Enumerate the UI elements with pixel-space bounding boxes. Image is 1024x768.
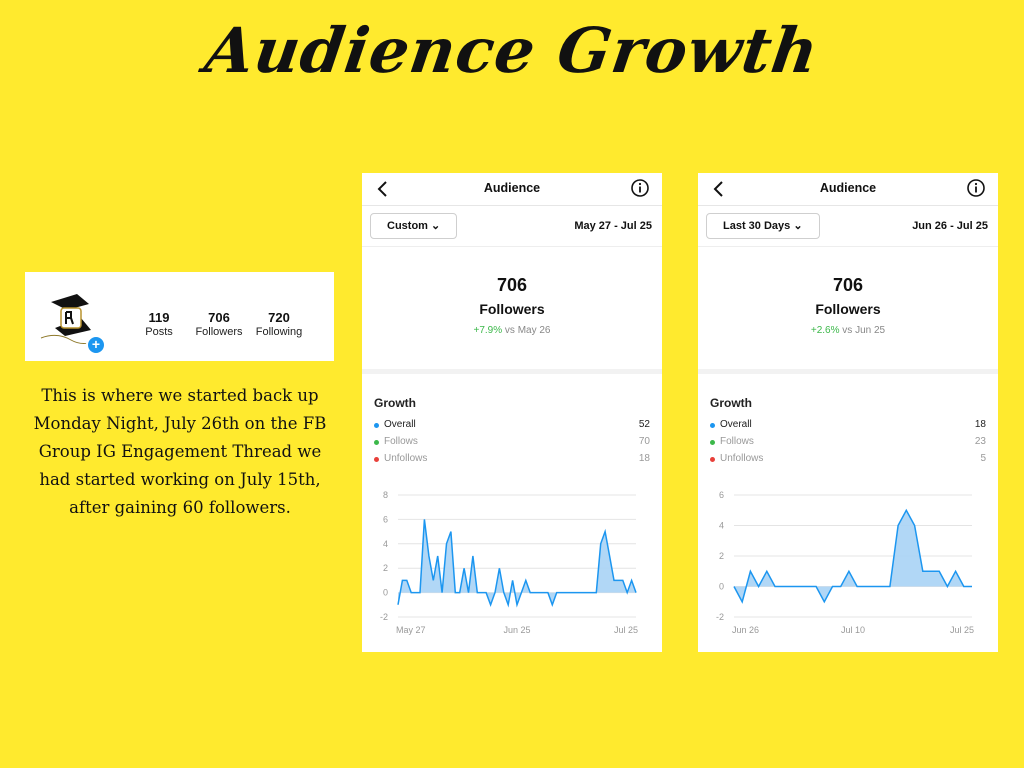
dot-icon (710, 440, 715, 445)
dot-icon (374, 423, 379, 428)
y-tick-label: 0 (383, 588, 388, 598)
y-tick-label: 2 (383, 563, 388, 573)
growth-section: Growth Overall 52 Follows 70 Unfollows 18 (362, 374, 662, 470)
growth-chart: 6 4 2 0 -2 Jun 26 Jul 10 Jul 25 (716, 490, 974, 635)
overall-series-line (733, 508, 972, 604)
legend-value: 52 (638, 419, 650, 430)
filter-row: Last 30 Days ⌄ Jun 26 - Jul 25 (698, 206, 998, 247)
audience-panel-custom: Audience Custom ⌄ May 27 - Jul 25 706 Fo… (362, 173, 662, 652)
legend-overall: Overall 52 (374, 419, 650, 436)
legend-unfollows: Unfollows 5 (710, 453, 986, 470)
y-tick-label: 0 (719, 582, 724, 592)
followers-count: 706 (208, 310, 230, 325)
followers-title: Followers (815, 301, 881, 317)
following-count: 720 (268, 310, 290, 325)
legend-name: Overall (384, 419, 416, 430)
y-tick-label: 8 (383, 490, 388, 500)
change-percent: +7.9% (473, 325, 503, 336)
legend-overall: Overall 18 (710, 419, 986, 436)
growth-chart: 8 6 4 2 0 -2 May 27 Jun 25 Jul 25 (380, 490, 638, 635)
chevron-down-icon: ⌄ (793, 220, 803, 232)
date-range: Jun 26 - Jul 25 (912, 220, 988, 232)
profile-card: + 119 Posts 706 Followers 720 Following (25, 272, 334, 361)
x-tick-label: Jun 26 (732, 625, 759, 635)
followers-change: +7.9% vs May 26 (362, 325, 662, 336)
add-story-icon[interactable]: + (86, 335, 106, 355)
info-icon[interactable] (630, 178, 650, 198)
legend-value: 18 (638, 453, 650, 464)
followers-label: Followers (195, 326, 243, 338)
stat-posts[interactable]: 119 Posts (127, 310, 191, 338)
posts-count: 119 (148, 310, 170, 325)
dot-icon (374, 457, 379, 462)
x-tick-label: May 27 (396, 625, 426, 635)
y-tick-label: 4 (719, 521, 724, 531)
x-tick-label: Jul 10 (841, 625, 865, 635)
legend-name: Overall (720, 419, 752, 430)
followers-total: 706 (496, 275, 528, 295)
legend-value: 18 (974, 419, 986, 430)
legend-value: 23 (974, 436, 986, 447)
followers-title: Followers (479, 301, 545, 317)
back-arrow-icon[interactable] (374, 179, 392, 199)
legend-name: Unfollows (384, 453, 428, 464)
change-percent: +2.6% (810, 325, 840, 336)
y-tick-label: -2 (380, 612, 388, 622)
overall-series-line (397, 519, 637, 608)
y-tick-label: 2 (719, 551, 724, 561)
x-tick-label: Jul 25 (614, 625, 638, 635)
legend-name: Unfollows (720, 453, 764, 464)
date-filter-label: Last 30 Days (723, 220, 791, 232)
growth-section: Growth Overall 18 Follows 23 Unfollows 5 (698, 374, 998, 470)
growth-title: Growth (710, 396, 752, 410)
info-icon[interactable] (966, 178, 986, 198)
stat-following[interactable]: 720 Following (247, 310, 311, 338)
followers-summary: 706 Followers +2.6% vs Jun 25 (698, 247, 998, 369)
dot-icon (710, 423, 715, 428)
followers-change: +2.6% vs Jun 25 (698, 325, 998, 336)
date-filter-dropdown[interactable]: Last 30 Days ⌄ (706, 213, 820, 239)
legend-value: 5 (980, 453, 986, 464)
legend-name: Follows (384, 436, 418, 447)
change-vs: vs May 26 (504, 325, 551, 336)
change-vs: vs Jun 25 (842, 325, 886, 336)
panel-header: Audience (362, 173, 662, 206)
legend-unfollows: Unfollows 18 (374, 453, 650, 470)
back-arrow-icon[interactable] (710, 179, 728, 199)
y-tick-label: 6 (383, 514, 388, 524)
legend-follows: Follows 23 (710, 436, 986, 453)
followers-summary: 706 Followers +7.9% vs May 26 (362, 247, 662, 369)
date-range: May 27 - Jul 25 (574, 220, 652, 232)
y-tick-label: 4 (383, 539, 388, 549)
legend-follows: Follows 70 (374, 436, 650, 453)
dot-icon (710, 457, 715, 462)
y-tick-label: 6 (719, 490, 724, 500)
panel-title: Audience (819, 181, 877, 195)
following-label: Following (255, 326, 303, 338)
brand-logo (40, 294, 102, 344)
overall-area (398, 519, 636, 605)
panel-header: Audience (698, 173, 998, 206)
date-filter-label: Custom (387, 220, 428, 232)
x-tick-label: Jul 25 (950, 625, 974, 635)
followers-total: 706 (832, 275, 864, 295)
date-filter-dropdown[interactable]: Custom ⌄ (370, 213, 458, 239)
posts-label: Posts (145, 326, 173, 338)
legend-name: Follows (720, 436, 754, 447)
stat-followers[interactable]: 706 Followers (187, 310, 251, 338)
legend-value: 70 (638, 436, 650, 447)
filter-row: Custom ⌄ May 27 - Jul 25 (362, 206, 662, 247)
audience-panel-30days: Audience Last 30 Days ⌄ Jun 26 - Jul 25 … (698, 173, 998, 652)
growth-title: Growth (374, 396, 416, 410)
x-tick-label: Jun 25 (503, 625, 530, 635)
panel-title: Audience (483, 181, 541, 195)
y-tick-label: -2 (716, 612, 724, 622)
overall-area (734, 510, 972, 602)
dot-icon (374, 440, 379, 445)
chevron-down-icon: ⌄ (431, 220, 441, 232)
page-title: Audience Growth (200, 14, 824, 87)
caption-text: This is where we started back up Monday … (33, 386, 327, 517)
